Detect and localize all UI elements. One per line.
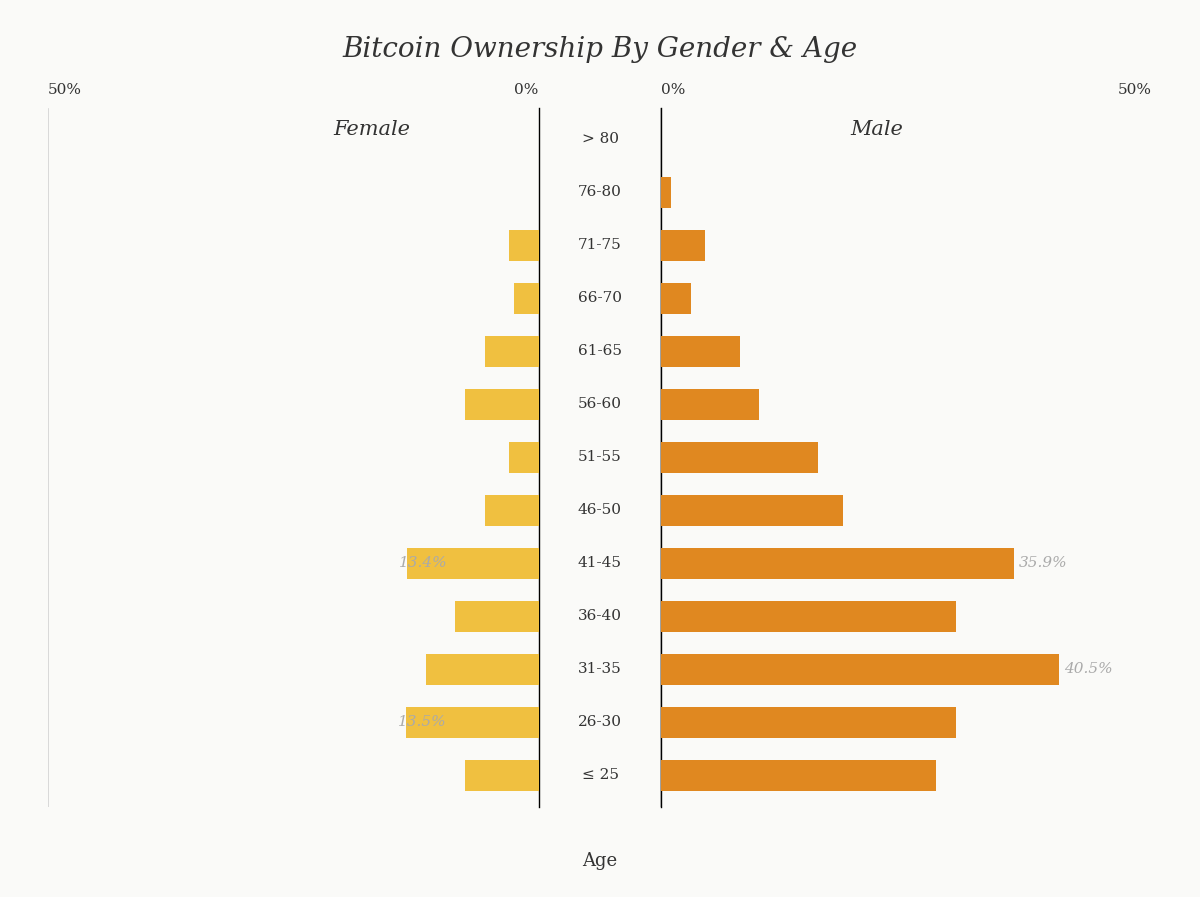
Bar (661, 654, 1058, 685)
Text: 0%: 0% (515, 83, 539, 97)
Text: 13.5%: 13.5% (398, 716, 446, 729)
Text: Male: Male (851, 120, 904, 139)
Text: 50%: 50% (1118, 83, 1152, 97)
Text: 61-65: 61-65 (578, 344, 622, 359)
Bar (485, 494, 539, 527)
Text: 76-80: 76-80 (578, 186, 622, 199)
Bar (509, 441, 539, 474)
Text: Bitcoin Ownership By Gender & Age: Bitcoin Ownership By Gender & Age (342, 36, 858, 63)
Bar (661, 601, 955, 632)
Bar (466, 760, 539, 791)
Text: 40.5%: 40.5% (1063, 663, 1112, 676)
Text: 26-30: 26-30 (578, 716, 622, 729)
Bar (509, 230, 539, 261)
Bar (406, 707, 539, 738)
Text: 50%: 50% (48, 83, 82, 97)
Bar (661, 230, 706, 261)
Text: Age: Age (582, 852, 618, 870)
Text: 35.9%: 35.9% (1019, 556, 1067, 570)
Text: 41-45: 41-45 (578, 556, 622, 570)
Text: Female: Female (334, 120, 410, 139)
Bar (455, 601, 539, 632)
Bar (407, 547, 539, 579)
Bar (661, 335, 740, 368)
Text: 36-40: 36-40 (578, 609, 622, 623)
Bar (426, 654, 539, 685)
Text: 66-70: 66-70 (578, 292, 622, 306)
Bar (661, 760, 936, 791)
Bar (661, 547, 1014, 579)
Text: 51-55: 51-55 (578, 450, 622, 465)
Text: 0%: 0% (661, 83, 685, 97)
Bar (661, 283, 691, 314)
Text: 71-75: 71-75 (578, 239, 622, 252)
Text: ≤ 25: ≤ 25 (582, 769, 618, 782)
Bar (485, 335, 539, 368)
Text: > 80: > 80 (582, 133, 618, 146)
Text: 46-50: 46-50 (578, 503, 622, 518)
Text: 13.4%: 13.4% (400, 556, 448, 570)
Bar (466, 388, 539, 421)
Bar (661, 388, 760, 421)
Bar (661, 177, 671, 208)
Bar (661, 494, 842, 527)
Bar (661, 441, 818, 474)
Text: 31-35: 31-35 (578, 663, 622, 676)
Bar (514, 283, 539, 314)
Bar (661, 707, 955, 738)
Text: 56-60: 56-60 (578, 397, 622, 412)
